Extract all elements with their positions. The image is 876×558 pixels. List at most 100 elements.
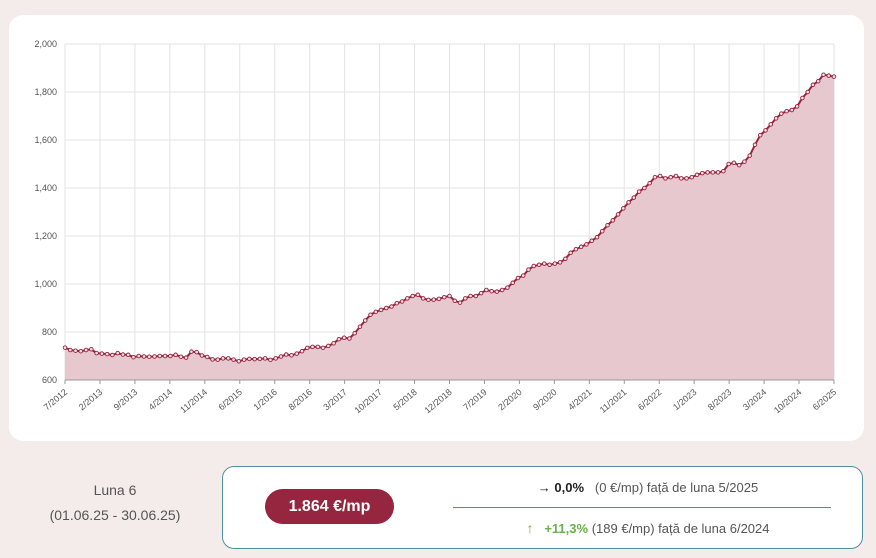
data-point[interactable] [768,122,774,127]
data-point[interactable] [531,263,537,269]
data-point[interactable] [694,172,700,178]
data-point[interactable] [236,359,242,364]
data-point[interactable] [94,350,99,356]
data-point[interactable] [273,356,278,361]
data-point[interactable] [610,218,616,223]
data-point[interactable] [615,212,621,217]
data-point[interactable] [631,195,637,200]
data-point[interactable] [320,345,326,351]
data-point[interactable] [815,78,821,84]
data-point[interactable] [489,288,494,294]
data-point[interactable] [368,312,373,317]
data-point[interactable] [310,344,315,350]
data-point[interactable] [647,180,652,186]
data-point[interactable] [710,170,716,175]
data-point[interactable] [473,293,479,299]
data-point[interactable] [252,356,257,362]
data-point[interactable] [99,351,105,356]
data-point[interactable] [326,343,331,349]
data-point[interactable] [420,296,426,301]
data-point[interactable] [715,170,721,175]
data-point[interactable] [731,160,737,166]
data-point[interactable] [157,353,163,359]
data-point[interactable] [568,250,573,256]
data-point[interactable] [268,357,273,363]
data-point[interactable] [289,353,294,358]
data-point[interactable] [436,296,442,302]
data-point[interactable] [315,344,321,350]
data-point[interactable] [115,350,120,356]
data-point[interactable] [478,290,484,296]
data-point[interactable] [136,353,141,359]
data-point[interactable] [663,176,668,181]
data-point[interactable] [652,174,658,180]
data-point[interactable] [415,292,421,298]
data-point[interactable] [283,352,289,357]
data-point[interactable] [520,273,526,278]
data-point[interactable] [347,336,352,341]
data-point[interactable] [152,354,157,359]
data-point[interactable] [794,104,800,109]
data-point[interactable] [384,305,389,311]
data-point[interactable] [747,153,752,158]
data-point[interactable] [110,352,115,358]
data-point[interactable] [294,351,300,356]
data-point[interactable] [431,297,436,302]
data-point[interactable] [426,297,431,303]
data-point[interactable] [831,74,837,79]
data-point[interactable] [183,355,189,360]
data-point[interactable] [505,285,510,290]
data-point[interactable] [721,168,726,174]
data-point[interactable] [189,349,194,354]
data-point[interactable] [62,345,68,350]
data-point[interactable] [104,351,110,357]
data-point[interactable] [226,356,231,361]
data-point[interactable] [241,357,247,362]
data-point[interactable] [705,170,710,175]
data-point[interactable] [552,261,558,266]
data-point[interactable] [679,176,684,181]
data-point[interactable] [331,341,336,346]
data-point[interactable] [742,159,747,164]
data-point[interactable] [441,294,447,300]
data-point[interactable] [636,189,642,194]
data-point[interactable] [657,173,663,179]
data-point[interactable] [257,356,263,362]
data-point[interactable] [210,357,215,362]
data-point[interactable] [215,357,220,362]
data-point[interactable] [736,162,742,168]
data-point[interactable] [378,307,384,313]
data-point[interactable] [204,354,210,360]
data-point[interactable] [578,244,584,250]
data-point[interactable] [341,335,347,341]
data-point[interactable] [805,89,810,95]
data-point[interactable] [410,293,415,299]
data-point[interactable] [499,287,505,293]
data-point[interactable] [779,111,784,116]
data-point[interactable] [542,261,547,266]
data-point[interactable] [262,356,268,361]
data-point[interactable] [336,336,342,342]
data-point[interactable] [447,293,452,299]
data-point[interactable] [357,324,363,329]
data-point[interactable] [231,357,236,362]
data-point[interactable] [510,280,515,286]
data-point[interactable] [800,95,805,101]
data-point[interactable] [220,356,226,361]
data-point[interactable] [642,185,647,191]
data-point[interactable] [626,200,631,205]
data-point[interactable] [594,234,600,240]
data-point[interactable] [673,173,679,179]
data-point[interactable] [73,348,78,353]
data-point[interactable] [178,354,184,359]
data-point[interactable] [758,132,763,138]
data-point[interactable] [452,298,458,304]
data-point[interactable] [526,267,531,272]
data-point[interactable] [68,347,73,353]
data-point[interactable] [457,300,463,305]
data-point[interactable] [684,176,689,181]
data-point[interactable] [362,318,368,323]
data-point[interactable] [125,352,131,358]
data-point[interactable] [584,242,589,247]
data-point[interactable] [199,353,205,358]
